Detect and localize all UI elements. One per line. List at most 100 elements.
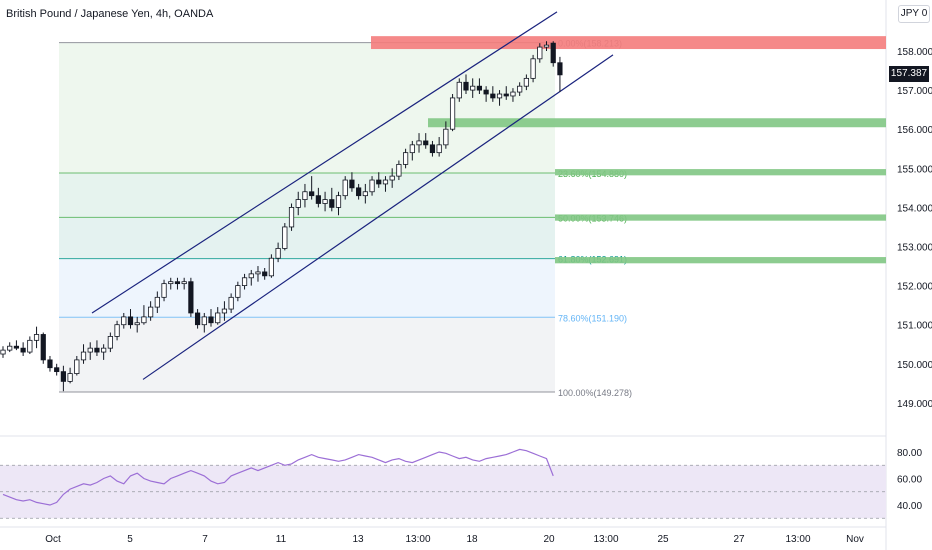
candle-body: [335, 195, 342, 208]
candle-body: [154, 296, 160, 308]
price-tick-label: 155.000: [897, 164, 932, 175]
candle: [537, 43, 543, 63]
time-tick-label: 13:00: [593, 534, 618, 545]
candle-body: [510, 91, 516, 97]
candle-body: [423, 140, 429, 146]
candle-body: [67, 373, 73, 382]
candle: [523, 74, 529, 91]
candle: [13, 340, 20, 351]
candle: [295, 191, 301, 216]
candle-body: [382, 179, 389, 185]
candle: [174, 277, 181, 290]
candle-body: [309, 191, 315, 197]
candle-body: [181, 281, 187, 285]
candle: [33, 326, 40, 349]
time-tick-label: 20: [543, 534, 555, 545]
candle: [443, 121, 449, 149]
candle: [449, 94, 456, 132]
candle-body: [429, 144, 436, 154]
price-tick-label: 158.000: [897, 47, 932, 58]
candle-body: [396, 163, 402, 177]
candle-body: [262, 271, 268, 277]
candle: [550, 41, 556, 67]
fib-band: [59, 217, 555, 259]
price-tick-label: 157.000: [897, 86, 932, 97]
candle: [356, 183, 362, 200]
candle-body: [221, 308, 228, 314]
candle-body: [416, 140, 422, 146]
candle: [268, 254, 275, 278]
candle: [483, 86, 489, 102]
candle-body: [436, 144, 442, 154]
supply-zone: [371, 36, 886, 50]
candle-body: [322, 199, 328, 204]
candle-body: [503, 93, 509, 97]
candle-body: [362, 191, 368, 197]
candle: [282, 223, 288, 251]
candle-body: [228, 296, 234, 310]
price-tick-label: 150.000: [897, 360, 932, 371]
price-tick-label: 151.000: [897, 321, 932, 332]
candle-body: [7, 345, 13, 351]
candle: [543, 41, 550, 51]
candle: [315, 187, 321, 208]
time-tick-label: 5: [127, 534, 133, 545]
axes: 158.000 157.000 156.000 155.000 154.000 153.0…: [45, 47, 932, 545]
candle-body: [127, 316, 134, 326]
candle-body: [282, 226, 288, 249]
candle: [329, 187, 335, 212]
time-tick-label: 7: [202, 534, 208, 545]
candle-body: [537, 46, 543, 60]
candle-body: [33, 334, 40, 341]
candle: [409, 140, 415, 161]
candle-body: [463, 81, 469, 91]
candle-body: [241, 277, 248, 286]
candle-body: [87, 347, 93, 353]
candle-body: [349, 179, 355, 189]
candle-body: [490, 93, 496, 99]
currency-label: JPY: [900, 8, 919, 19]
candle-body: [27, 339, 33, 353]
candle-body: [194, 312, 201, 326]
candle-body: [208, 316, 214, 324]
candle: [517, 82, 523, 96]
price-tick-label: 156.000: [897, 125, 932, 136]
candle: [134, 316, 140, 333]
demand-zone: [555, 169, 886, 176]
candle: [275, 242, 281, 263]
candle: [241, 273, 248, 290]
fib-level-label: 78.60%(151.190): [558, 313, 627, 323]
candle-body: [456, 81, 462, 99]
candle-body: [248, 273, 254, 279]
candle: [436, 137, 442, 157]
candle: [194, 309, 201, 329]
candle: [255, 266, 261, 282]
candle: [215, 307, 221, 325]
candle: [362, 183, 368, 204]
candle: [121, 312, 127, 329]
candle: [396, 160, 402, 181]
candle: [47, 355, 53, 372]
candle-body: [20, 347, 26, 353]
candle: [161, 279, 167, 302]
time-tick-label: 25: [657, 534, 669, 545]
candle: [201, 312, 207, 333]
candle-body: [40, 334, 46, 361]
candle: [141, 305, 147, 325]
candle: [20, 342, 26, 356]
candle-body: [557, 62, 563, 76]
candle-body: [288, 206, 295, 228]
candle: [87, 342, 93, 360]
currency-selector[interactable]: JPY 0: [898, 5, 930, 23]
fib-band: [59, 317, 555, 393]
demand-zone: [555, 257, 886, 264]
candle-body: [0, 349, 6, 355]
candle: [107, 332, 113, 353]
demand-zone: [555, 214, 886, 221]
fib-band: [59, 258, 555, 318]
candle-body: [402, 152, 409, 165]
candle-body: [201, 316, 207, 326]
time-tick-label: Oct: [45, 534, 61, 545]
candle: [80, 344, 87, 364]
